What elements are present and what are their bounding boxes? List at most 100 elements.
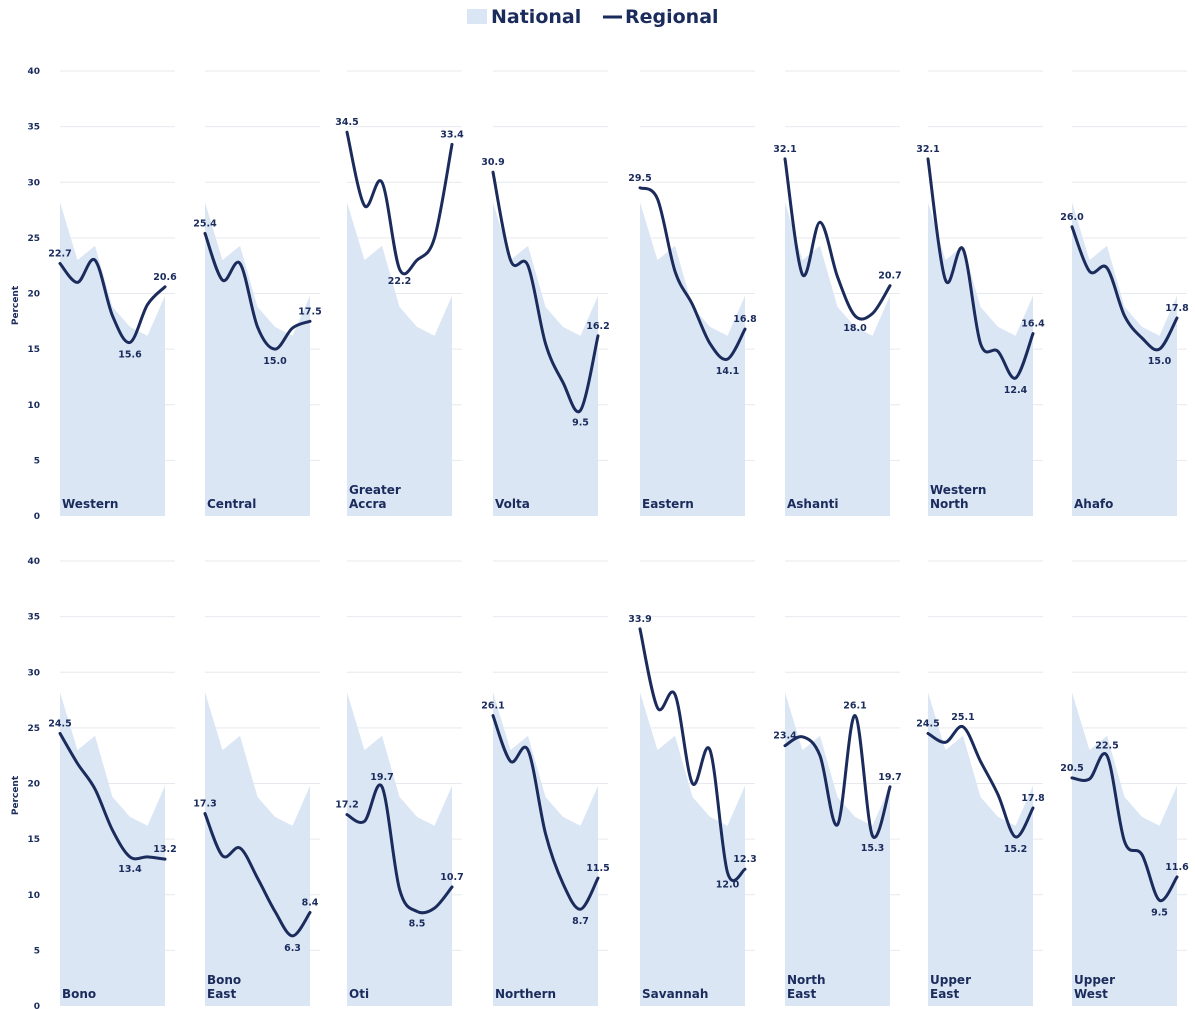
regional-line: [203, 231, 312, 351]
national-area: [1072, 202, 1177, 517]
data-label: 17.8: [1165, 303, 1189, 314]
region-name: Oti: [349, 987, 369, 1001]
panel-northern: 26.1 8.7 11.5 Northern: [481, 560, 610, 1006]
region-name: North: [787, 973, 825, 987]
region-name: Bono: [207, 973, 241, 987]
panel-eastern: 29.5 14.1 16.8 Eastern: [628, 70, 757, 517]
data-label: 15.0: [263, 356, 287, 367]
national-area: [640, 692, 745, 1006]
data-label: 29.5: [628, 173, 651, 184]
data-label: 25.4: [193, 218, 217, 229]
national-area: [347, 202, 452, 517]
data-label: 17.5: [298, 306, 321, 317]
data-label: 13.2: [153, 844, 176, 855]
panel-oti: 17.2 19.7 8.5 10.7 Oti: [335, 560, 464, 1006]
data-label: 14.1: [716, 366, 739, 377]
national-area: [928, 202, 1033, 517]
data-label: 22.5: [1095, 741, 1118, 752]
data-label: 11.6: [1165, 862, 1189, 873]
region-name: East: [930, 987, 959, 1001]
y-tick-label: 30: [27, 668, 40, 678]
data-label: 16.4: [1021, 319, 1045, 330]
panel-ahafo: 26.0 15.0 17.8 Ahafo: [1060, 70, 1189, 517]
region-name: Northern: [495, 987, 556, 1001]
data-label: 16.8: [733, 314, 757, 325]
regional-line: [783, 157, 892, 321]
data-label: 12.3: [733, 854, 756, 865]
national-area: [640, 202, 745, 517]
data-label: 30.9: [481, 157, 504, 168]
regional-line: [638, 627, 747, 882]
regional-line: [1070, 225, 1179, 352]
regional-line: [345, 783, 454, 915]
national-area: [493, 202, 598, 517]
national-area: [60, 202, 165, 517]
y-tick-label: 15: [27, 345, 40, 355]
regional-line: [926, 725, 1035, 839]
y-tick-label: 35: [27, 613, 40, 623]
y-tick-label: 5: [34, 456, 40, 466]
regional-line: [926, 157, 1035, 380]
data-label: 20.7: [878, 271, 901, 282]
y-tick-label: 40: [27, 557, 40, 567]
data-label: 12.4: [1004, 385, 1028, 396]
national-area: [205, 202, 310, 517]
region-name: Western: [62, 497, 118, 511]
y-tick-label: 5: [34, 946, 40, 956]
panel-ashanti: 32.1 18.0 20.7 Ashanti: [773, 70, 902, 517]
y-tick-label: 25: [27, 234, 40, 244]
data-label: 8.7: [572, 916, 589, 927]
data-label: 24.5: [48, 718, 71, 729]
region-name: Upper: [930, 973, 971, 987]
region-name: Ahafo: [1074, 497, 1113, 511]
data-label: 33.4: [440, 129, 464, 140]
y-axis-label: Percent: [11, 775, 21, 815]
data-label: 22.7: [48, 249, 71, 260]
data-label: 15.6: [118, 349, 142, 360]
data-label: 26.1: [481, 701, 504, 712]
y-tick-label: 40: [27, 67, 40, 77]
y-axis-label: Percent: [11, 285, 21, 325]
data-label: 32.1: [773, 144, 796, 155]
region-name: Ashanti: [787, 497, 838, 511]
data-label: 16.2: [586, 321, 609, 332]
data-label: 17.2: [335, 800, 358, 811]
legend-swatch-national: [467, 9, 487, 24]
data-label: 34.5: [335, 117, 358, 128]
data-label: 23.4: [773, 731, 797, 742]
region-name: Eastern: [642, 497, 694, 511]
data-label: 8.4: [302, 898, 319, 909]
y-tick-label: 10: [27, 891, 40, 901]
national-area: [347, 692, 452, 1006]
regional-line: [491, 714, 600, 911]
y-tick-label: 15: [27, 835, 40, 845]
data-label: 24.5: [916, 718, 939, 729]
data-label: 9.5: [1151, 907, 1168, 918]
regional-line: [58, 731, 167, 861]
region-name: Greater: [349, 483, 401, 497]
national-area: [1072, 692, 1177, 1006]
data-label: 20.5: [1060, 763, 1083, 774]
region-name: Savannah: [642, 987, 708, 1001]
y-tick-label: 10: [27, 401, 40, 411]
data-label: 8.5: [409, 918, 426, 929]
region-name: East: [207, 987, 236, 1001]
region-name: Western: [930, 483, 986, 497]
national-area: [785, 202, 890, 517]
y-tick-label: 35: [27, 123, 40, 133]
regional-line: [783, 714, 892, 840]
data-label: 25.1: [951, 712, 974, 723]
y-tick-label: 20: [27, 290, 40, 300]
legend-label-national: National: [491, 6, 581, 28]
data-label: 33.9: [628, 614, 651, 625]
data-label: 19.7: [878, 772, 901, 783]
regional-line: [58, 257, 167, 344]
region-name: West: [1074, 987, 1108, 1001]
y-tick-label: 20: [27, 780, 40, 790]
